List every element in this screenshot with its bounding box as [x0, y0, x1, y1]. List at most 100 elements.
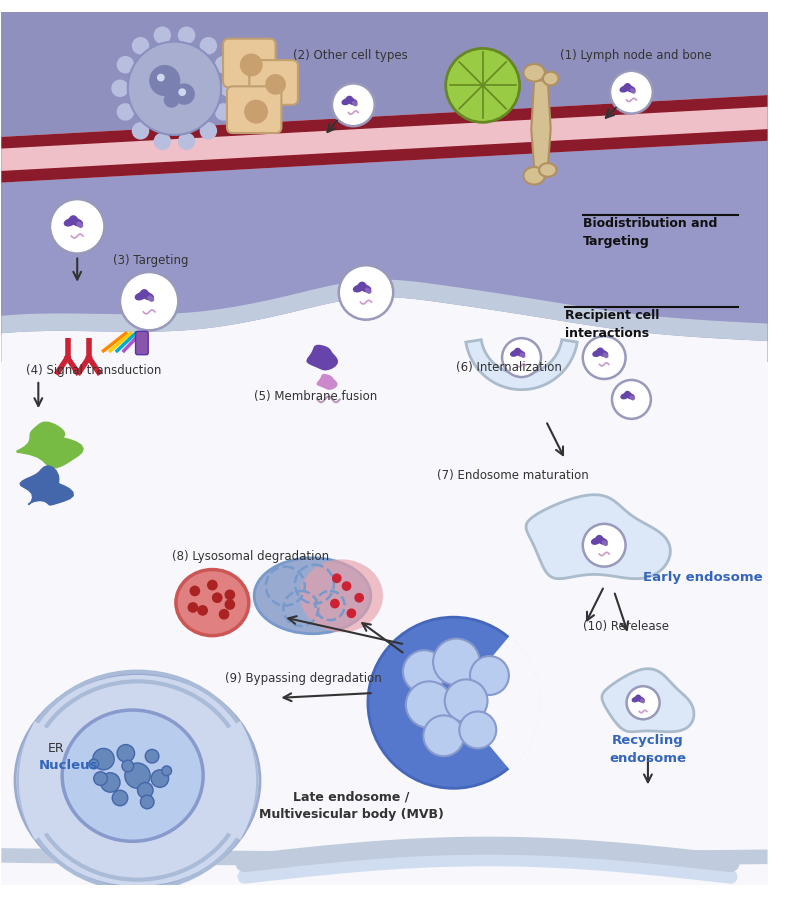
- Circle shape: [583, 524, 626, 567]
- Polygon shape: [342, 96, 357, 105]
- Circle shape: [188, 602, 199, 613]
- Circle shape: [368, 617, 539, 788]
- Circle shape: [199, 37, 217, 55]
- Ellipse shape: [539, 163, 556, 177]
- Circle shape: [583, 336, 626, 379]
- Polygon shape: [602, 669, 694, 732]
- Text: (6) Internalization: (6) Internalization: [456, 361, 563, 373]
- Circle shape: [125, 763, 151, 788]
- Text: (3) Targeting: (3) Targeting: [113, 254, 188, 266]
- Circle shape: [330, 598, 340, 608]
- Circle shape: [225, 599, 235, 610]
- Ellipse shape: [255, 558, 371, 633]
- Circle shape: [215, 103, 232, 121]
- Polygon shape: [2, 129, 768, 183]
- Circle shape: [132, 37, 149, 55]
- Circle shape: [403, 650, 446, 693]
- Circle shape: [347, 608, 356, 618]
- Polygon shape: [20, 466, 73, 505]
- Circle shape: [151, 770, 169, 788]
- FancyBboxPatch shape: [2, 13, 768, 884]
- Circle shape: [128, 41, 221, 135]
- Circle shape: [339, 266, 393, 319]
- Wedge shape: [19, 721, 54, 840]
- Circle shape: [240, 54, 262, 76]
- Polygon shape: [2, 141, 768, 324]
- Polygon shape: [511, 348, 525, 356]
- Circle shape: [120, 272, 178, 330]
- Circle shape: [101, 772, 120, 792]
- Polygon shape: [466, 340, 578, 389]
- Ellipse shape: [176, 570, 249, 636]
- Polygon shape: [2, 297, 768, 884]
- FancyBboxPatch shape: [2, 362, 768, 884]
- FancyBboxPatch shape: [136, 331, 148, 354]
- Circle shape: [610, 71, 652, 114]
- Polygon shape: [148, 296, 154, 301]
- Circle shape: [220, 80, 238, 97]
- Circle shape: [502, 338, 541, 377]
- Ellipse shape: [523, 167, 545, 185]
- Circle shape: [332, 573, 342, 583]
- Text: (8) Lysosomal degradation: (8) Lysosomal degradation: [172, 550, 329, 563]
- FancyBboxPatch shape: [227, 86, 281, 133]
- Circle shape: [332, 83, 375, 126]
- Polygon shape: [17, 422, 83, 468]
- Polygon shape: [2, 95, 768, 149]
- Circle shape: [164, 92, 180, 108]
- Circle shape: [215, 56, 232, 74]
- Circle shape: [190, 586, 200, 597]
- Circle shape: [137, 782, 153, 798]
- Polygon shape: [2, 95, 768, 183]
- Circle shape: [154, 133, 171, 150]
- Circle shape: [117, 103, 134, 121]
- Polygon shape: [520, 353, 525, 357]
- Polygon shape: [632, 695, 644, 701]
- FancyBboxPatch shape: [249, 60, 298, 105]
- Circle shape: [433, 639, 480, 685]
- Text: (7) Endosome maturation: (7) Endosome maturation: [437, 469, 589, 483]
- Wedge shape: [221, 721, 256, 840]
- Circle shape: [122, 760, 134, 771]
- Polygon shape: [526, 495, 671, 579]
- Polygon shape: [2, 849, 768, 867]
- Circle shape: [225, 589, 235, 600]
- Text: (10) Rerelease: (10) Rerelease: [583, 620, 669, 633]
- Polygon shape: [77, 222, 83, 227]
- Circle shape: [178, 26, 195, 44]
- Ellipse shape: [15, 674, 260, 887]
- Polygon shape: [641, 700, 645, 702]
- Circle shape: [244, 100, 268, 124]
- FancyBboxPatch shape: [223, 39, 276, 87]
- Text: (9) Bypassing degradation: (9) Bypassing degradation: [225, 672, 381, 684]
- Polygon shape: [621, 391, 634, 399]
- Text: Recipient cell
interactions: Recipient cell interactions: [565, 309, 660, 340]
- Circle shape: [355, 593, 364, 603]
- Ellipse shape: [300, 560, 383, 632]
- Ellipse shape: [62, 710, 203, 841]
- Circle shape: [207, 579, 217, 590]
- Polygon shape: [307, 345, 337, 370]
- Circle shape: [145, 749, 159, 763]
- Circle shape: [50, 199, 105, 254]
- Circle shape: [162, 766, 172, 776]
- Text: (4) Signal transduction: (4) Signal transduction: [26, 364, 161, 378]
- Circle shape: [149, 65, 180, 96]
- Circle shape: [626, 686, 660, 719]
- Text: Nucleus: Nucleus: [39, 759, 98, 772]
- Text: (2) Other cell types: (2) Other cell types: [293, 49, 408, 63]
- Circle shape: [94, 771, 107, 786]
- Circle shape: [342, 581, 351, 591]
- Text: ER: ER: [48, 742, 65, 754]
- Circle shape: [212, 592, 222, 603]
- Polygon shape: [531, 81, 551, 168]
- Circle shape: [117, 56, 134, 74]
- Polygon shape: [65, 216, 82, 226]
- Text: (1) Lymph node and bone: (1) Lymph node and bone: [560, 49, 712, 63]
- Circle shape: [423, 716, 464, 756]
- Ellipse shape: [523, 64, 545, 82]
- Circle shape: [199, 122, 217, 140]
- Wedge shape: [453, 636, 541, 770]
- Circle shape: [112, 790, 128, 806]
- Circle shape: [446, 48, 519, 122]
